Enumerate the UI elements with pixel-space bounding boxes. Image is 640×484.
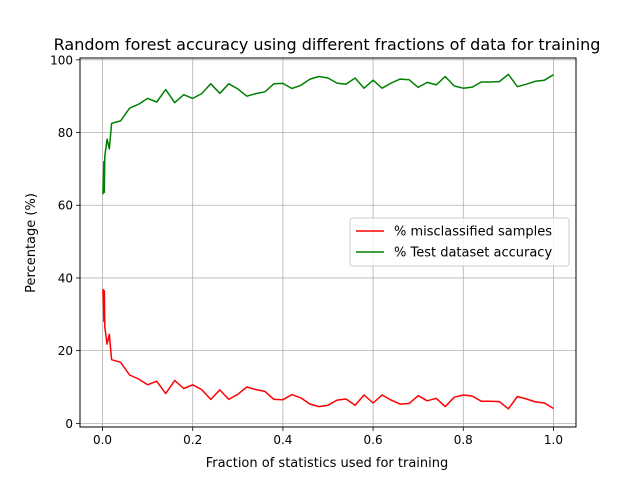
- chart-title: Random forest accuracy using different f…: [54, 35, 601, 54]
- x-axis-label: Fraction of statistics used for training: [206, 456, 449, 471]
- x-tick-label: 0.2: [183, 433, 202, 447]
- series-line-test-accuracy: [102, 73, 554, 195]
- series-line-misclassified: [102, 288, 554, 410]
- legend-label: % Test dataset accuracy: [394, 246, 552, 261]
- y-tick-label: 100: [50, 53, 73, 67]
- y-tick-label: 20: [58, 344, 73, 358]
- legend-label: % misclassified samples: [394, 225, 552, 240]
- y-axis-label: Percentage (%): [24, 193, 39, 293]
- x-tick-label: 1.0: [544, 433, 563, 447]
- legend: % misclassified samples % Test dataset ac…: [349, 217, 570, 267]
- legend-box: [349, 217, 570, 267]
- x-tick-label: 0.6: [364, 433, 383, 447]
- x-axis-ticks: 0.0 0.2 0.4 0.6 0.8 1.0: [93, 427, 563, 447]
- plot-frame: [79, 57, 577, 428]
- y-axis-ticks: 0 20 40 60 80 100: [50, 53, 80, 431]
- y-tick-label: 0: [65, 417, 73, 431]
- y-tick-label: 40: [58, 271, 73, 285]
- series-group: [102, 73, 554, 410]
- x-tick-label: 0.4: [273, 433, 292, 447]
- y-tick-label: 80: [58, 126, 73, 140]
- x-tick-label: 0.0: [93, 433, 112, 447]
- x-tick-label: 0.8: [454, 433, 473, 447]
- y-tick-label: 60: [58, 199, 73, 213]
